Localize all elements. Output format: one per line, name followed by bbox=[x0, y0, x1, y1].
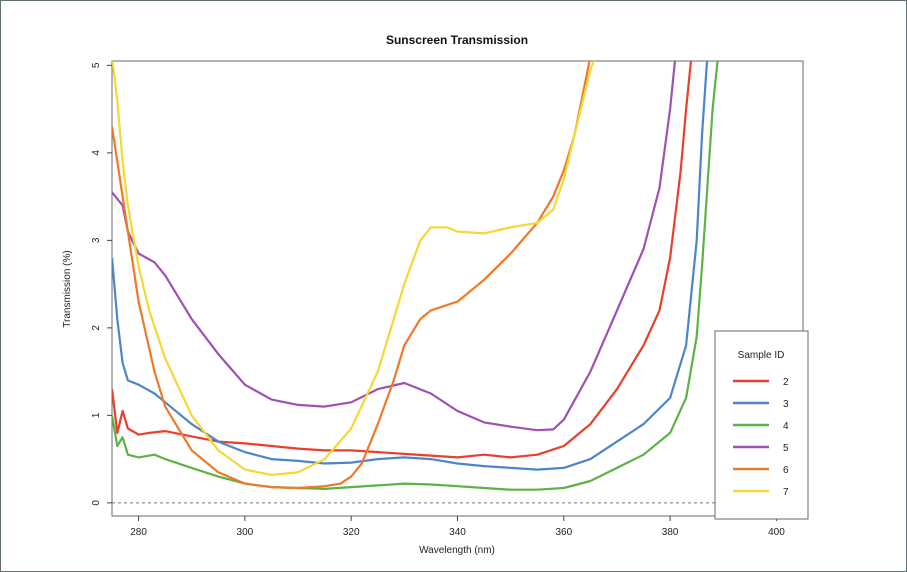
x-tick-label: 400 bbox=[768, 527, 785, 538]
series-line-6 bbox=[112, 61, 591, 490]
plot-area bbox=[112, 61, 803, 504]
legend-label-7: 7 bbox=[783, 487, 789, 498]
x-axis-title: Wavelength (nm) bbox=[419, 545, 495, 556]
legend-label-5: 5 bbox=[783, 443, 789, 454]
legend-title: Sample ID bbox=[738, 350, 785, 361]
y-tick-label: 4 bbox=[91, 150, 102, 156]
legend-label-6: 6 bbox=[783, 465, 789, 476]
x-tick-label: 340 bbox=[449, 527, 466, 538]
series-line-7 bbox=[112, 61, 596, 476]
series-line-4 bbox=[112, 61, 719, 491]
legend-label-4: 4 bbox=[783, 421, 789, 432]
y-tick-label: 2 bbox=[91, 325, 102, 331]
legend-label-2: 2 bbox=[783, 377, 789, 388]
x-tick-label: 380 bbox=[662, 527, 679, 538]
y-axis: 0 1 2 3 4 5 bbox=[91, 62, 112, 506]
y-axis-title: Transmission (%) bbox=[62, 250, 73, 327]
y-tick-label: 1 bbox=[91, 412, 102, 418]
y-tick-label: 0 bbox=[91, 500, 102, 506]
legend-label-3: 3 bbox=[783, 399, 789, 410]
x-axis: 280 300 320 340 360 380 400 bbox=[130, 516, 785, 538]
x-tick-label: 320 bbox=[343, 527, 360, 538]
x-tick-label: 360 bbox=[555, 527, 572, 538]
series-line-2 bbox=[112, 61, 693, 459]
series-line-5 bbox=[112, 61, 677, 432]
y-tick-label: 5 bbox=[91, 62, 102, 68]
x-tick-label: 280 bbox=[130, 527, 147, 538]
y-tick-label: 3 bbox=[91, 237, 102, 243]
legend: Sample ID 2 3 4 5 6 7 bbox=[714, 330, 809, 520]
chart-title: Sunscreen Transmission bbox=[386, 33, 528, 47]
x-tick-label: 300 bbox=[237, 527, 254, 538]
series-line-3 bbox=[112, 61, 709, 471]
